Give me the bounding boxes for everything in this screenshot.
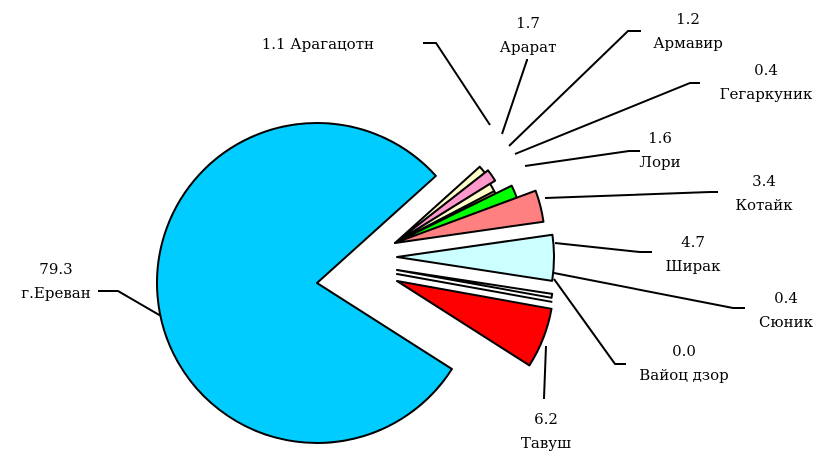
- data-label-category-9: Сюник: [759, 313, 814, 331]
- pie-slice-11: [396, 280, 553, 367]
- data-label-value-7: 3.4: [752, 172, 776, 190]
- data-label-category-8: Ширак: [665, 257, 721, 275]
- data-label-value-9: 0.4: [774, 289, 798, 307]
- leader-line-7: [544, 191, 718, 199]
- leader-line-4: [508, 30, 641, 147]
- pie-slice-3: [394, 169, 497, 244]
- pie-slice-1: [156, 122, 453, 444]
- leader-line-5: [514, 82, 700, 155]
- data-label-category-11: Тавуш: [521, 434, 571, 452]
- leader-line-9: [553, 272, 745, 309]
- data-label-value-6: 1.6: [648, 129, 672, 147]
- data-label-category-1: г.Ереван: [21, 284, 90, 302]
- data-label-category-4: Армавир: [653, 34, 723, 52]
- data-label-value-3: 1.7: [516, 14, 540, 32]
- data-label-value-10: 0.0: [672, 342, 696, 360]
- data-label-category-6: Лори: [639, 153, 680, 171]
- leader-line-1: [98, 290, 162, 317]
- pie-slice-9: [396, 269, 554, 299]
- data-label-value-4: 1.2: [676, 10, 700, 28]
- pie-slice-10: [396, 273, 553, 303]
- data-label-2: 1.1 Арагацотн: [262, 35, 374, 53]
- leader-line-3: [501, 59, 528, 135]
- data-label-value-8: 4.7: [681, 233, 705, 251]
- data-label-category-10: Вайоц дзор: [639, 366, 728, 384]
- pie-slice-8: [396, 233, 555, 282]
- leader-line-11: [543, 345, 547, 399]
- data-label-category-7: Котайк: [735, 196, 793, 214]
- data-label-category-3: Арарат: [500, 38, 557, 56]
- pie-slice-7: [394, 189, 545, 244]
- data-label-value-11: 6.2: [534, 410, 558, 428]
- leader-line-8: [554, 242, 652, 253]
- data-label-value-5: 0.4: [754, 61, 778, 79]
- leader-line-6: [524, 150, 640, 167]
- data-label-value-1: 79.3: [39, 260, 72, 278]
- leader-line-10: [553, 278, 626, 365]
- leader-line-2: [423, 42, 491, 126]
- data-label-category-5: Гегаркуник: [720, 85, 813, 103]
